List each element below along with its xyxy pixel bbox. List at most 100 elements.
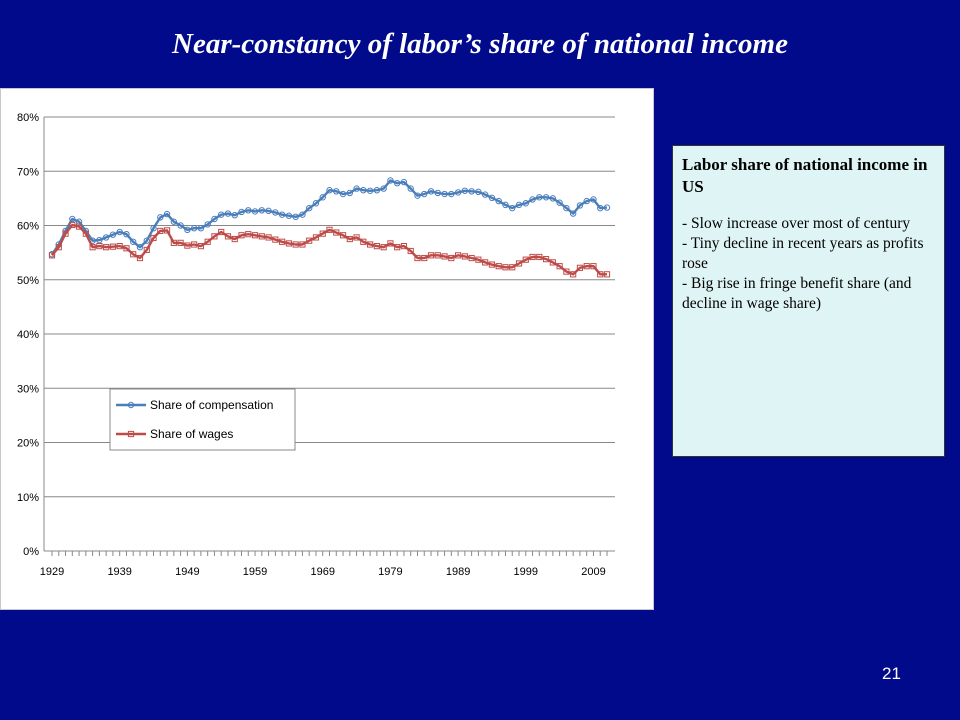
notes-box: Labor share of national income in US - S… [672,145,945,457]
data-point [502,264,509,271]
x-tick-label: 1969 [310,566,334,578]
data-point [542,256,550,263]
x-tick-label: 1959 [243,566,267,578]
slide-title: Near-constancy of labor’s share of natio… [172,28,788,60]
data-point [400,243,408,250]
data-point [150,234,157,242]
y-tick-label: 10% [17,492,39,504]
data-point [536,194,543,201]
data-point [258,233,265,240]
data-point [360,187,367,194]
data-point [130,251,137,258]
data-point [69,215,76,223]
data-point [393,179,401,187]
data-point [272,209,279,216]
data-point [170,239,177,246]
data-point [75,223,83,230]
y-tick-label: 80% [17,112,39,124]
chart-area: 0% 10% 20% 30% 40% 50% 60% 70% 80% 1929 1939 1949 19… [0,88,654,610]
data-point [177,222,184,229]
data-point [556,263,563,270]
data-point [482,259,489,266]
data-point [326,187,333,194]
data-point [590,263,597,270]
data-point [306,237,313,244]
data-point [569,210,577,217]
data-point [102,234,110,241]
data-point [170,218,178,225]
x-tick-label: 1939 [107,566,131,578]
notes-item-2: - Tiny decline in recent years as profit… [682,235,924,272]
data-point [448,254,455,262]
data-point [292,241,299,248]
data-point [191,241,198,248]
data-point [468,254,475,262]
data-point [454,189,462,196]
data-point [245,231,252,238]
data-point [238,208,245,216]
data-point [454,252,462,259]
data-point [576,264,584,271]
data-point [448,190,455,198]
series-compensation [48,177,611,258]
y-tick-label: 40% [17,329,39,341]
data-point [231,235,238,243]
data-point [157,214,164,221]
data-point [346,189,354,197]
data-point [123,230,130,238]
y-tick-label: 50% [17,275,39,287]
data-point [272,236,279,243]
data-point [143,237,150,244]
data-point [509,204,516,212]
notes-heading: Labor share of national income in US [682,155,928,196]
data-point [197,225,205,232]
data-point [597,271,604,278]
data-point [312,200,320,207]
data-point [69,221,76,229]
data-point [400,178,408,186]
data-point [353,234,360,241]
legend-box [109,388,296,451]
data-point [576,202,584,209]
data-point [515,260,523,267]
data-point [299,241,306,248]
data-point [394,244,401,251]
data-point [204,238,211,245]
data-point [136,244,144,251]
data-point [488,194,496,202]
line-chart: 0% 10% 20% 30% 40% 50% 60% 70% 80% 1929 1939 1949 19… [17,112,615,578]
data-point [319,194,326,201]
data-point [224,210,232,217]
data-point [522,256,529,263]
data-point [48,252,56,259]
data-point [556,199,563,206]
data-point [218,211,225,218]
data-point [251,232,259,239]
data-point [116,228,123,236]
data-point [367,241,374,248]
data-point [373,243,380,250]
x-tick-label: 1979 [378,566,402,578]
legend: Share of compensation Share of wages [109,388,296,451]
data-point [278,211,286,218]
data-point [536,253,543,261]
data-point [468,188,475,195]
data-point [319,230,326,237]
data-point [488,261,496,268]
data-point [150,225,157,232]
data-point [549,195,557,202]
data-point [285,212,293,219]
data-point [96,236,103,244]
data-point [583,197,590,205]
data-point [570,271,577,278]
data-point [434,189,441,197]
data-point [238,232,245,239]
data-point [387,240,394,247]
x-tick-label: 1989 [446,566,470,578]
x-tick-label: 1929 [40,566,64,578]
y-tick-label: 0% [23,546,39,558]
data-point [549,259,556,266]
notes-item-3: - Big rise in fringe benefit share (and … [682,275,912,312]
data-point [407,185,414,192]
legend-label: Share of compensation [150,398,273,412]
